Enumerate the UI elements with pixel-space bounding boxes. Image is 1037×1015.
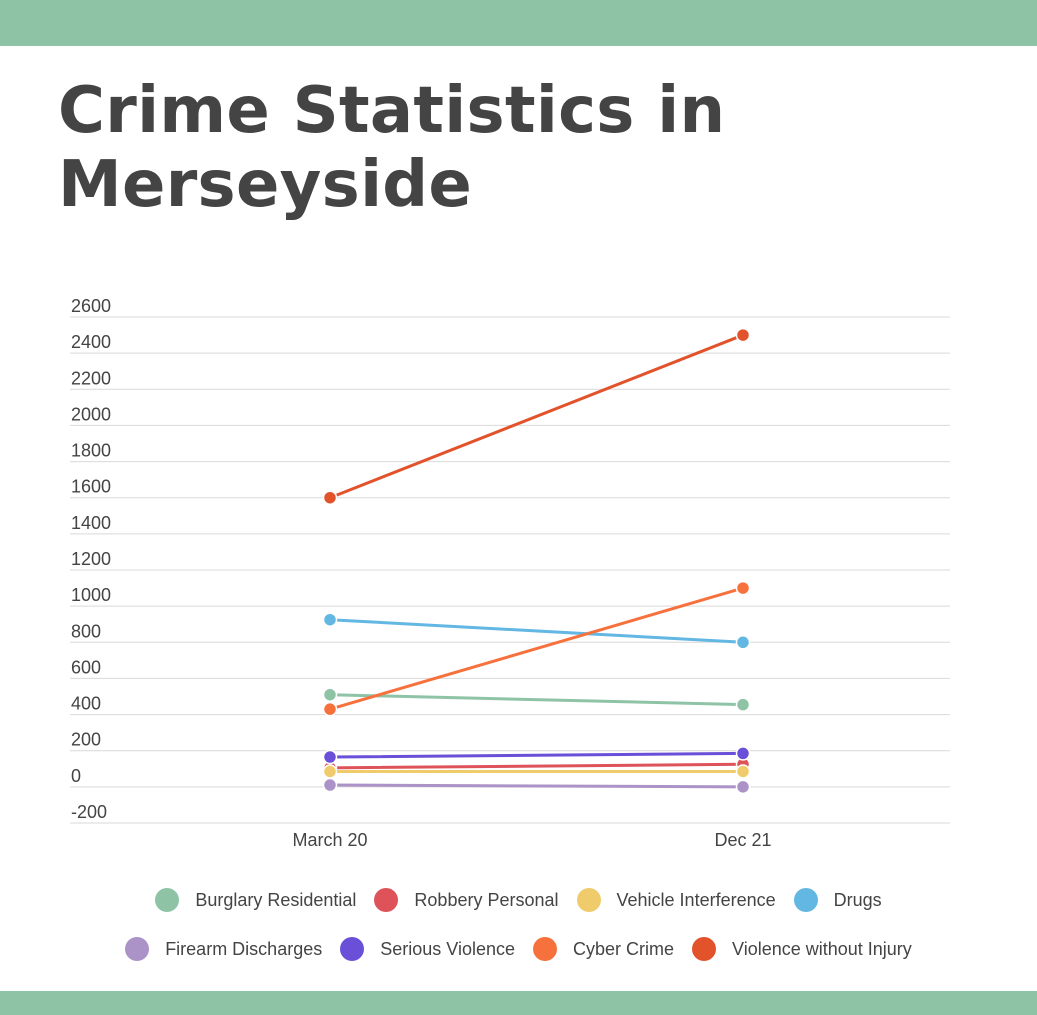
y-tick-label: 1600: [71, 477, 111, 497]
legend-swatch: [374, 888, 399, 912]
legend-item-vehicle-interference[interactable]: Vehicle Interference: [576, 888, 776, 912]
data-point: [322, 749, 338, 765]
data-point: [735, 746, 751, 761]
legend-label: Burglary Residential: [195, 889, 357, 910]
top-band: [0, 0, 1037, 46]
legend-label: Firearm Discharges: [165, 938, 323, 959]
legend-swatch: [533, 937, 557, 961]
y-tick-label: 1200: [71, 549, 111, 569]
legend-item-robbery-personal[interactable]: Robbery Personal: [374, 888, 559, 912]
y-tick-label: 0: [71, 766, 81, 786]
legend-swatch: [576, 888, 601, 912]
legend-swatch: [692, 937, 717, 961]
series-line: [328, 693, 745, 707]
y-tick-label: 200: [71, 730, 101, 750]
bottom-band: [0, 991, 1037, 1015]
legend-item-firearm-discharges[interactable]: Firearm Discharges: [125, 937, 322, 961]
data-point: [322, 687, 338, 702]
legend-label: Serious Violence: [380, 938, 515, 959]
data-point: [322, 701, 338, 717]
series-line: [328, 762, 745, 770]
data-point: [735, 697, 751, 712]
legend-item-serious-violence[interactable]: Serious Violence: [340, 937, 515, 961]
y-tick-label: 600: [71, 657, 101, 677]
y-tick-label: 1000: [71, 585, 111, 605]
series-line: [328, 586, 745, 711]
legend-label: Vehicle Interference: [616, 889, 776, 910]
legend-label: Violence without Injury: [732, 938, 912, 959]
y-tick-label: -200: [71, 802, 107, 822]
legend-swatch: [125, 937, 150, 961]
legend-row-2: Firearm Discharges Serious Violence Cybe…: [0, 937, 1037, 961]
data-point: [735, 764, 751, 779]
legend-item-burglary-residential[interactable]: Burglary Residential: [155, 888, 356, 912]
legend-row-1: Burglary Residential Robbery Personal Ve…: [0, 888, 1037, 912]
data-point: [735, 327, 751, 343]
legend-label: Robbery Personal: [414, 889, 559, 910]
series-line: [328, 783, 745, 789]
data-point: [322, 764, 338, 779]
legend-label: Drugs: [833, 889, 882, 910]
series-line: [328, 333, 745, 500]
legend-item-violence-without-injury[interactable]: Violence without Injury: [692, 937, 912, 961]
y-tick-label: 400: [71, 694, 101, 714]
x-tick-label: Dec 21: [714, 830, 771, 850]
x-tick-label: March 20: [292, 830, 367, 850]
data-point: [322, 490, 338, 505]
data-point: [322, 777, 338, 793]
legend-item-cyber-crime[interactable]: Cyber Crime: [533, 937, 674, 961]
y-tick-label: 2200: [71, 368, 111, 388]
legend-swatch: [340, 937, 365, 961]
data-point: [735, 635, 751, 650]
data-point: [735, 779, 751, 795]
y-tick-label: 800: [71, 621, 101, 641]
legend-swatch: [155, 888, 180, 912]
series-line: [328, 618, 745, 644]
legend-swatch: [793, 888, 818, 912]
series-line: [328, 751, 745, 759]
data-point: [735, 580, 751, 596]
data-point: [322, 612, 338, 627]
y-tick-label: 2000: [71, 404, 111, 424]
y-tick-label: 1800: [71, 441, 111, 461]
y-tick-label: 1400: [71, 513, 111, 533]
chart-title: Crime Statistics in Merseyside: [58, 74, 726, 222]
y-tick-label: 2400: [71, 332, 111, 352]
legend-label: Cyber Crime: [573, 938, 675, 959]
y-tick-label: 2600: [71, 296, 111, 316]
legend-item-drugs[interactable]: Drugs: [793, 888, 882, 912]
